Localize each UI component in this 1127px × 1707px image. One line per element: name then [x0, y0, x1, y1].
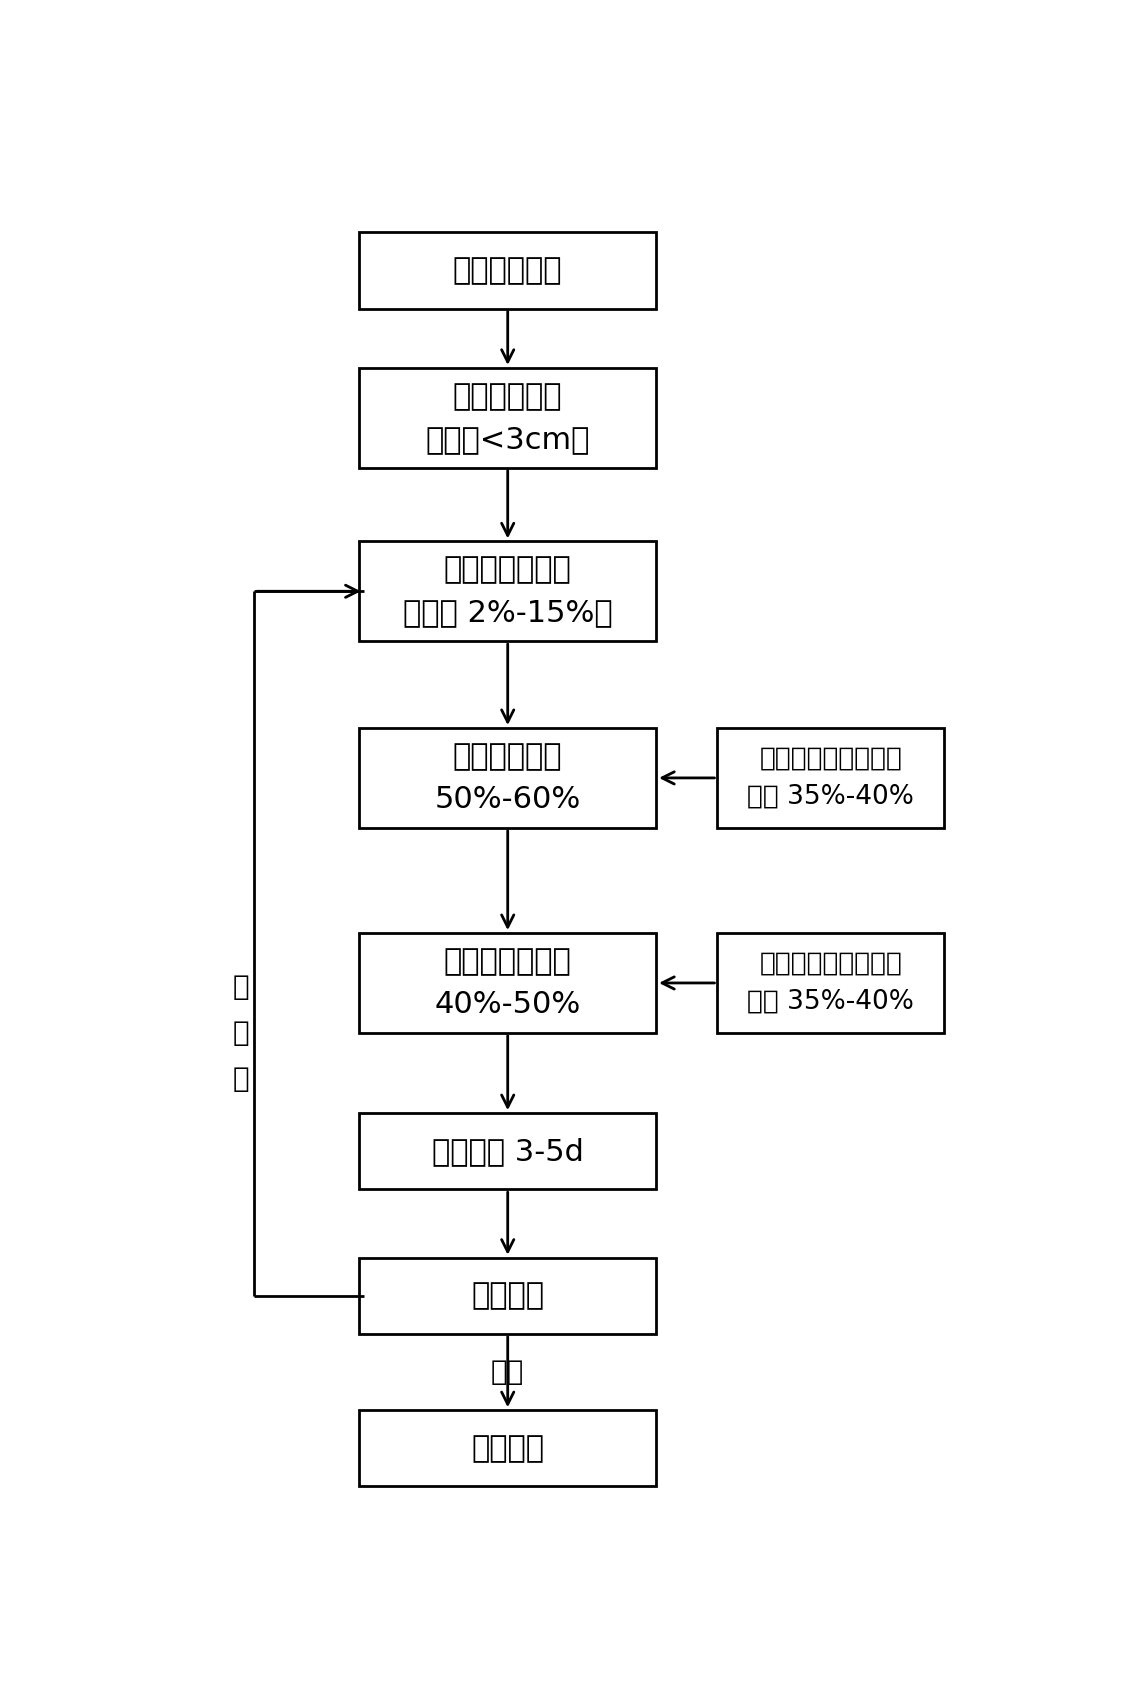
Text: 土壤破碎筛分
（粒径<3cm）: 土壤破碎筛分 （粒径<3cm）	[426, 382, 589, 454]
Bar	[360, 1113, 656, 1190]
Bar	[360, 727, 656, 828]
Text: 不
合
格: 不 合 格	[233, 973, 250, 1092]
Bar	[360, 1258, 656, 1333]
Bar	[360, 232, 656, 309]
Text: 搅拌均匀，保持含水
率在 35%-40%: 搅拌均匀，保持含水 率在 35%-40%	[747, 746, 914, 809]
Bar	[360, 541, 656, 642]
Text: 搅拌均匀，保持含水
率在 35%-40%: 搅拌均匀，保持含水 率在 35%-40%	[747, 951, 914, 1016]
Text: 合格: 合格	[491, 1359, 524, 1386]
Text: 效果检测: 效果检测	[471, 1282, 544, 1311]
Bar	[360, 367, 656, 468]
Bar	[360, 934, 656, 1033]
Text: 土壤开挖转运: 土壤开挖转运	[453, 256, 562, 285]
Text: 堆置养护 3-5d: 堆置养护 3-5d	[432, 1137, 584, 1166]
Text: 加入总药量的
50%-60%: 加入总药量的 50%-60%	[435, 743, 580, 814]
Bar	[718, 727, 944, 828]
Text: 再投加总药量的
40%-50%: 再投加总药量的 40%-50%	[435, 947, 580, 1019]
Text: 药剂称量（土壤
质量的 2%-15%）: 药剂称量（土壤 质量的 2%-15%）	[402, 555, 613, 626]
Bar	[718, 934, 944, 1033]
Bar	[360, 1410, 656, 1487]
Text: 最终处置: 最终处置	[471, 1434, 544, 1463]
